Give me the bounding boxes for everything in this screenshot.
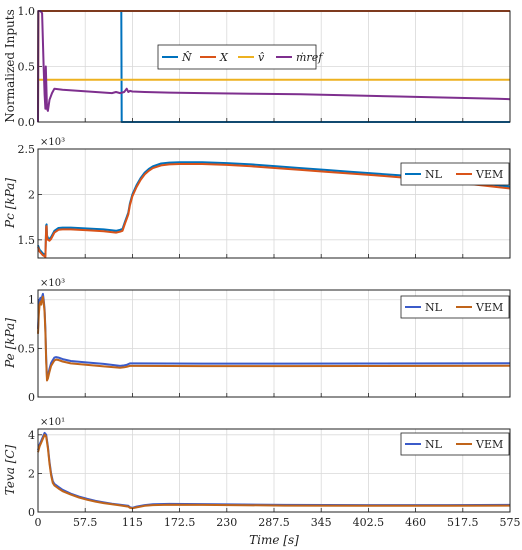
legend-box <box>400 432 510 456</box>
ytick-label: 2 <box>28 188 35 201</box>
legend-label: VEM <box>475 438 503 451</box>
ytick-label: 0.0 <box>18 116 36 129</box>
legend-label: v̂ <box>258 51 265 64</box>
y-axis-label: Pc [kPa] <box>3 178 17 229</box>
ytick-label: 0 <box>28 391 35 404</box>
y-axis-label: Teva [C] <box>3 444 17 495</box>
xtick-label: 230 <box>216 516 237 529</box>
series-line-2-1 <box>37 163 511 259</box>
legend-box <box>400 295 510 319</box>
legend-box <box>400 162 510 186</box>
ytick-label: 1.0 <box>18 5 36 18</box>
xtick-label: 460 <box>405 516 426 529</box>
legend-label: X <box>219 51 229 64</box>
legend-label: NL <box>425 168 443 181</box>
ytick-label: 4 <box>28 429 35 442</box>
xtick-label: 345 <box>311 516 332 529</box>
series-line-3-1 <box>37 295 511 382</box>
y-axis-label: Pe [kPa] <box>3 318 17 369</box>
xtick-label: 575 <box>500 516 521 529</box>
ytick-label: 2 <box>28 467 35 480</box>
xtick-label: 517.5 <box>447 516 479 529</box>
y-axis-label: Normalized Inputs <box>3 9 17 122</box>
ytick-label: 0.5 <box>18 342 36 355</box>
x-axis-label: Time [s] <box>249 533 299 547</box>
series-line-3-0 <box>37 292 511 379</box>
legend-label: VEM <box>475 301 503 314</box>
series-line-4-1 <box>37 433 511 510</box>
ytick-label: 1 <box>28 294 35 307</box>
legend-label: VEM <box>475 168 503 181</box>
xtick-label: 115 <box>122 516 143 529</box>
ytick-label: 2.5 <box>18 143 36 156</box>
ytick-label: 0.5 <box>18 61 36 74</box>
axis-multiplier: ×10³ <box>40 137 65 148</box>
ytick-label: 0 <box>28 506 35 519</box>
xtick-label: 172.5 <box>164 516 196 529</box>
xtick-label: 57.5 <box>73 516 98 529</box>
legend-label: NL <box>425 301 443 314</box>
axis-multiplier: ×10¹ <box>40 417 65 428</box>
legend-label: NL <box>425 438 443 451</box>
axis-multiplier: ×10³ <box>40 278 65 289</box>
series-line-1-3 <box>37 10 511 123</box>
legend-label: ṁref <box>296 51 324 64</box>
xtick-label: 402.5 <box>353 516 385 529</box>
xtick-label: 287.5 <box>258 516 290 529</box>
legend-label: N̂ <box>181 51 192 64</box>
xtick-label: 0 <box>35 516 42 529</box>
ytick-label: 1.5 <box>18 234 36 247</box>
